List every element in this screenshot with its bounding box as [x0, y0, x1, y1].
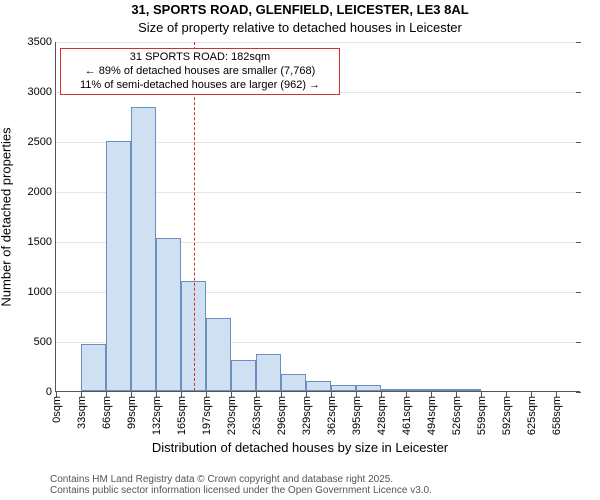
histogram-bar — [356, 385, 381, 391]
annotation-box: 31 SPORTS ROAD: 182sqm← 89% of detached … — [60, 48, 340, 95]
xtick-label: 66sqm — [101, 396, 113, 429]
attribution-text: Contains HM Land Registry data © Crown c… — [50, 474, 432, 496]
xtick-label: 230sqm — [226, 396, 238, 435]
ytick-label: 3000 — [28, 86, 52, 98]
xtick-label: 263sqm — [251, 396, 263, 435]
xtick-label: 559sqm — [476, 396, 488, 435]
xtick-label: 197sqm — [201, 396, 213, 435]
ytick-mark — [576, 142, 581, 143]
ytick-label: 1500 — [28, 236, 52, 248]
histogram-bar — [406, 389, 431, 391]
chart-title-line2: Size of property relative to detached ho… — [0, 20, 600, 35]
xtick-label: 395sqm — [351, 396, 363, 435]
xtick-label: 362sqm — [326, 396, 338, 435]
xtick-label: 658sqm — [551, 396, 563, 435]
annotation-title: 31 SPORTS ROAD: 182sqm — [65, 51, 335, 65]
histogram-bar — [106, 141, 131, 391]
xtick-label: 329sqm — [301, 396, 313, 435]
histogram-bar — [81, 344, 106, 392]
ytick-mark — [576, 342, 581, 343]
ytick-mark — [576, 192, 581, 193]
ytick-mark — [576, 242, 581, 243]
ytick-label: 1000 — [28, 286, 52, 298]
histogram-bar — [431, 389, 456, 391]
xtick-label: 132sqm — [151, 396, 163, 435]
histogram-bar — [281, 374, 306, 391]
ytick-mark — [576, 42, 581, 43]
xtick-label: 461sqm — [401, 396, 413, 435]
ytick-label: 500 — [34, 336, 52, 348]
histogram-bar — [381, 389, 406, 392]
y-axis-label: Number of detached properties — [0, 127, 14, 306]
chart-title-line1: 31, SPORTS ROAD, GLENFIELD, LEICESTER, L… — [0, 2, 600, 17]
histogram-bar — [156, 238, 181, 391]
histogram-bar — [231, 360, 256, 391]
ytick-mark — [576, 392, 581, 393]
xtick-label: 428sqm — [376, 396, 388, 435]
annotation-line2: 11% of semi-detached houses are larger (… — [65, 79, 335, 93]
histogram-bar — [206, 318, 231, 392]
xtick-label: 296sqm — [276, 396, 288, 435]
gridline-h — [56, 42, 580, 43]
histogram-bar — [456, 389, 481, 391]
histogram-bar — [306, 381, 331, 391]
ytick-label: 2500 — [28, 136, 52, 148]
xtick-label: 494sqm — [426, 396, 438, 435]
annotation-line1: ← 89% of detached houses are smaller (7,… — [65, 65, 335, 79]
chart-container: { "fonts": { "title": 13, "axis_label": … — [0, 0, 600, 500]
xtick-label: 165sqm — [176, 396, 188, 435]
ytick-label: 2000 — [28, 186, 52, 198]
histogram-bar — [331, 385, 356, 391]
xtick-label: 33sqm — [76, 396, 88, 429]
xtick-label: 0sqm — [51, 396, 63, 423]
xtick-label: 526sqm — [451, 396, 463, 435]
histogram-bar — [256, 354, 281, 391]
x-axis-label: Distribution of detached houses by size … — [0, 440, 600, 455]
plot-area: 05001000150020002500300035000sqm33sqm66s… — [55, 42, 580, 392]
xtick-label: 625sqm — [526, 396, 538, 435]
xtick-label: 592sqm — [501, 396, 513, 435]
ytick-mark — [576, 92, 581, 93]
xtick-label: 99sqm — [126, 396, 138, 429]
ytick-label: 3500 — [28, 36, 52, 48]
ytick-mark — [576, 292, 581, 293]
histogram-bar — [131, 107, 156, 391]
